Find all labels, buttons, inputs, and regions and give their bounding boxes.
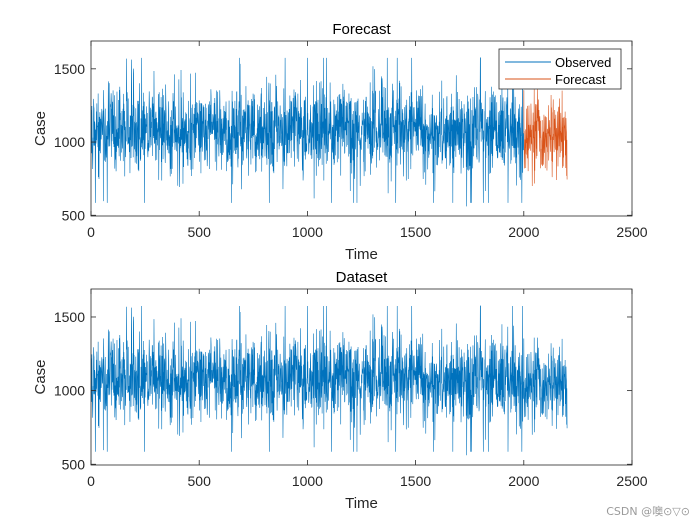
x-tick-label: 2500 bbox=[616, 224, 647, 240]
series-line-forecast bbox=[523, 89, 568, 186]
x-tick-label: 500 bbox=[188, 224, 212, 240]
x-tick-label: 2500 bbox=[616, 473, 647, 489]
y-axis-label: Case bbox=[32, 111, 49, 146]
y-tick-label: 1500 bbox=[54, 309, 85, 325]
series-line-observed bbox=[91, 57, 525, 207]
axes-box bbox=[90, 40, 633, 217]
watermark: CSDN @噢⊙▽⊙ bbox=[606, 505, 690, 518]
y-tick-label: 1500 bbox=[54, 61, 85, 77]
y-axis-label: Case bbox=[32, 359, 49, 394]
x-tick-label: 1500 bbox=[400, 224, 431, 240]
x-tick-label: 1500 bbox=[400, 473, 431, 489]
x-tick-label: 500 bbox=[188, 473, 212, 489]
x-axis-label: Time bbox=[345, 246, 378, 263]
x-tick-label: 0 bbox=[87, 473, 95, 489]
legend-box bbox=[498, 48, 622, 90]
x-tick-label: 2000 bbox=[508, 473, 539, 489]
x-tick-label: 1000 bbox=[292, 473, 323, 489]
chart-panel-1: 0 500 1000 1500 2000 250050010001500ForecastT… bbox=[32, 21, 648, 263]
axes-box bbox=[90, 288, 633, 466]
x-tick-label: 1000 bbox=[292, 224, 323, 240]
y-tick-label: 1000 bbox=[54, 134, 85, 150]
x-tick-label: 0 bbox=[87, 224, 95, 240]
y-tick-label: 1000 bbox=[54, 383, 85, 399]
legend-label-observed: Observed bbox=[555, 55, 611, 70]
y-tick-label: 500 bbox=[62, 207, 86, 223]
x-tick-label: 2000 bbox=[508, 224, 539, 240]
x-axis-label: Time bbox=[345, 495, 378, 512]
chart-title: Dataset bbox=[336, 269, 389, 286]
series-line-dataset bbox=[91, 305, 568, 456]
chart-title: Forecast bbox=[332, 21, 391, 38]
chart-panel-2: 0 500 1000 1500 2000 250050010001500DatasetTi… bbox=[32, 269, 648, 512]
legend-label-forecast: Forecast bbox=[555, 72, 606, 87]
y-tick-label: 500 bbox=[62, 456, 86, 472]
legend: Observed Forecast bbox=[498, 48, 622, 90]
